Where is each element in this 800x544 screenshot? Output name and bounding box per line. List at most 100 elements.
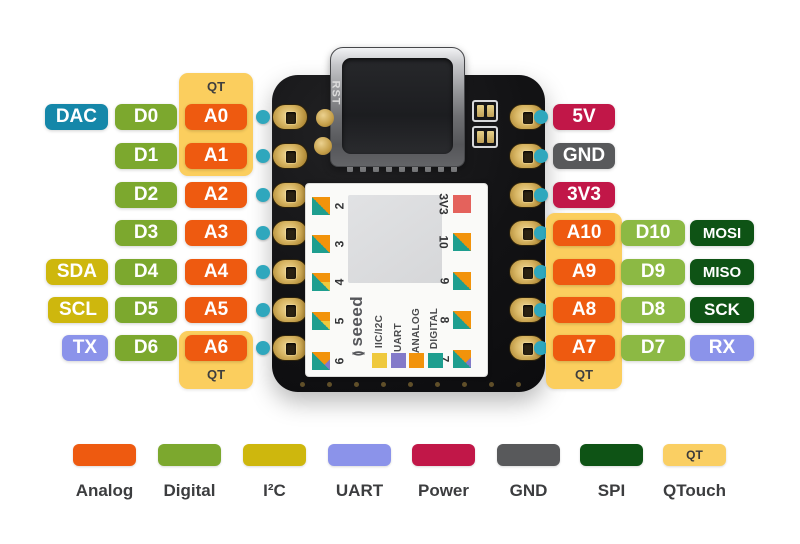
- pin-dot: [534, 188, 548, 202]
- pin-dot: [256, 226, 270, 240]
- pin-badge-gnd: GND: [553, 143, 615, 169]
- pin-badge-a8: A8: [553, 297, 615, 323]
- pin-capability-square: [312, 273, 330, 291]
- legend-swatch-spi: [580, 444, 643, 466]
- solder-pad: [272, 259, 308, 285]
- castellation-dot: [462, 382, 467, 387]
- castellation-dot: [300, 382, 305, 387]
- pin-badge-a5: A5: [185, 297, 247, 323]
- usb-pin-icon: [438, 163, 444, 172]
- reset-pad: [314, 137, 332, 155]
- qtouch-panel-label: QT: [206, 367, 226, 382]
- usb-pin-icon: [451, 163, 457, 172]
- pin-badge-a3: A3: [185, 220, 247, 246]
- legend-swatch-power: [412, 444, 475, 466]
- pin-capability-square: [312, 312, 330, 330]
- pin-badge-d9: D9: [621, 259, 685, 285]
- pin-badge-d7: D7: [621, 335, 685, 361]
- usb-c-cavity: [342, 58, 453, 154]
- pin-badge-d1: D1: [115, 143, 177, 169]
- pad-slot-icon: [286, 228, 296, 240]
- pin-badge-d10: D10: [621, 220, 685, 246]
- sticker-legend-swatch: [427, 353, 443, 368]
- pin-dot: [256, 341, 270, 355]
- pin-dot: [256, 303, 270, 317]
- led-group: [472, 100, 498, 122]
- sticker-legend-swatch: [372, 353, 387, 368]
- legend-swatch-analog: [73, 444, 136, 466]
- solder-pad: [272, 335, 308, 361]
- legend-swatch-digital: [158, 444, 221, 466]
- pin-badge-d8: D8: [621, 297, 685, 323]
- pin-capability-square: [453, 272, 471, 290]
- qtouch-panel-label: QT: [574, 367, 594, 382]
- pin-capability-square: [453, 350, 471, 368]
- pin-dot: [534, 226, 548, 240]
- pad-slot-icon: [286, 343, 296, 355]
- solder-pad: [272, 143, 308, 169]
- qtouch-panel-label: QT: [206, 79, 226, 94]
- solder-pad: [272, 182, 308, 208]
- castellation-dot: [354, 382, 359, 387]
- legend-label: UART: [335, 481, 384, 500]
- pin-badge-d2: D2: [115, 182, 177, 208]
- pin-capability-square: [453, 311, 471, 329]
- legend-label: I²C: [263, 481, 286, 500]
- pin-capability-square: [453, 233, 471, 251]
- led-icon: [477, 131, 484, 143]
- sticker-legend-swatch: [390, 353, 406, 368]
- pin-badge-sck: SCK: [690, 297, 754, 323]
- usb-pin-icon: [399, 163, 405, 172]
- pin-dot: [256, 188, 270, 202]
- pin-badge-a4: A4: [185, 259, 247, 285]
- pin-capability-square: [312, 197, 330, 215]
- solder-pad: [272, 220, 308, 246]
- castellation-dot: [516, 382, 521, 387]
- pin-dot: [256, 110, 270, 124]
- pin-badge-d3: D3: [115, 220, 177, 246]
- legend-label: QTouch: [663, 481, 726, 500]
- reset-pad: [316, 109, 334, 127]
- legend-swatch-uart: [328, 444, 391, 466]
- pin-dot: [534, 303, 548, 317]
- pin-badge-a10: A10: [553, 220, 615, 246]
- legend-label: SPI: [597, 481, 626, 500]
- castellation-dot: [435, 382, 440, 387]
- legend-label: Analog: [75, 481, 134, 500]
- pin-dot: [534, 149, 548, 163]
- pin-capability-square: [312, 235, 330, 253]
- usb-pin-icon: [347, 163, 353, 172]
- legend-swatch-qtouch: QT: [663, 444, 726, 466]
- pin-badge-3v3: 3V3: [553, 182, 615, 208]
- pin-dot: [534, 110, 548, 124]
- pin-dot: [534, 265, 548, 279]
- pin-dot: [256, 149, 270, 163]
- pin-badge-d0: D0: [115, 104, 177, 130]
- legend-swatch-qt-text: QT: [686, 448, 703, 462]
- pin-dot: [534, 341, 548, 355]
- pin-capability-square: [312, 352, 330, 370]
- pin-badge-a6: A6: [185, 335, 247, 361]
- castellation-dot: [327, 382, 332, 387]
- pad-slot-icon: [523, 267, 533, 279]
- led-icon: [487, 105, 494, 117]
- pad-slot-icon: [286, 151, 296, 163]
- pad-slot-icon: [286, 190, 296, 202]
- pad-slot-icon: [523, 112, 533, 124]
- legend-swatch-ic: [243, 444, 306, 466]
- castellation-dot: [489, 382, 494, 387]
- pad-slot-icon: [286, 305, 296, 317]
- solder-pad: [272, 297, 308, 323]
- pin-badge-a0: A0: [185, 104, 247, 130]
- pin-badge-sda: SDA: [45, 259, 108, 285]
- pin-badge-a9: A9: [553, 259, 615, 285]
- pin-badge-5v: 5V: [553, 104, 615, 130]
- led-icon: [477, 105, 484, 117]
- pin-badge-scl: SCL: [48, 297, 108, 323]
- pin-badge-a7: A7: [553, 335, 615, 361]
- usb-pin-icon: [360, 163, 366, 172]
- solder-pad: [272, 104, 308, 130]
- legend-label: Power: [417, 481, 470, 500]
- pin-badge-a2: A2: [185, 182, 247, 208]
- pad-slot-icon: [523, 305, 533, 317]
